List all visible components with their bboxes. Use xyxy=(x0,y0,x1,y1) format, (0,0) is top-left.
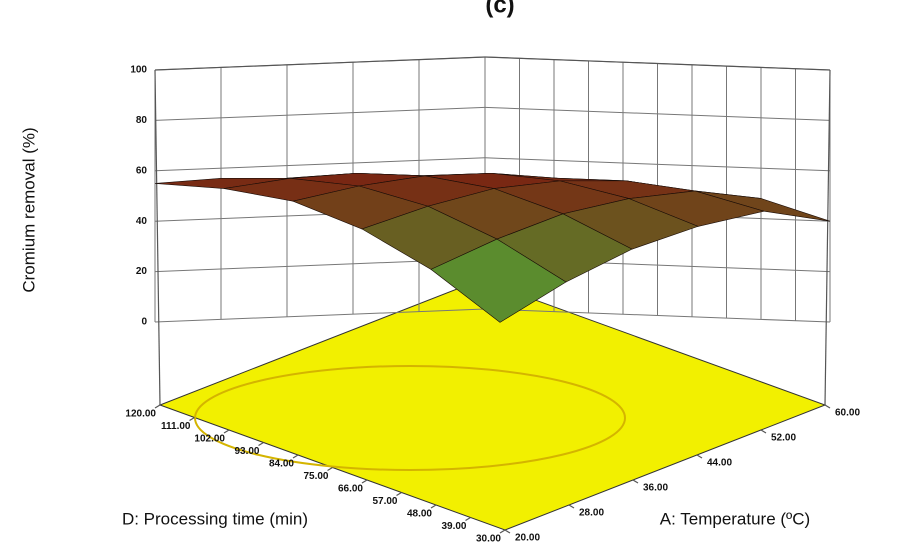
x-tick-label: 36.00 xyxy=(643,483,668,494)
tick-mark xyxy=(499,529,506,534)
tick-mark xyxy=(824,404,831,409)
box-edge xyxy=(154,69,161,406)
z-tick-label: 20 xyxy=(136,266,148,277)
surface-cell xyxy=(430,238,567,323)
x-axis-label: A: Temperature (ºC) xyxy=(660,509,810,528)
z-tick-label: 0 xyxy=(141,317,147,328)
y-tick-label: 30.00 xyxy=(476,534,501,545)
tick-mark xyxy=(258,441,264,447)
tick-mark xyxy=(361,479,368,484)
grid-line xyxy=(154,106,486,121)
chart-title: (c) xyxy=(485,0,514,18)
box-edge xyxy=(484,56,831,71)
grid-line xyxy=(154,308,486,323)
tick-mark xyxy=(696,454,703,459)
grid-line xyxy=(154,157,486,172)
y-axis-label: D: Processing time (min) xyxy=(122,509,308,528)
y-tick-label: 93.00 xyxy=(234,446,259,457)
tick-mark xyxy=(760,429,767,434)
y-tick-label: 66.00 xyxy=(338,484,363,495)
y-tick-label: 111.00 xyxy=(161,421,191,432)
x-tick-label: 20.00 xyxy=(515,533,540,544)
tick-mark xyxy=(223,429,230,434)
tick-mark xyxy=(189,416,195,422)
tick-mark xyxy=(632,479,639,484)
x-tick-label: 28.00 xyxy=(579,508,604,519)
x-tick-label: 44.00 xyxy=(707,458,732,469)
floor-contour xyxy=(194,365,626,471)
tick-mark xyxy=(568,504,575,509)
x-tick-label: 60.00 xyxy=(835,408,860,419)
y-tick-label: 120.00 xyxy=(125,409,156,420)
box-edge xyxy=(154,56,486,71)
tick-mark xyxy=(154,404,161,409)
tick-mark xyxy=(292,454,299,459)
y-tick-label: 84.00 xyxy=(269,459,294,470)
y-tick-label: 57.00 xyxy=(372,496,397,507)
y-tick-label: 102.00 xyxy=(194,434,225,445)
tick-mark xyxy=(465,516,471,522)
x-tick-label: 52.00 xyxy=(771,433,796,444)
y-tick-label: 48.00 xyxy=(407,509,432,520)
z-tick-label: 40 xyxy=(136,216,148,227)
z-axis-label: Cromium removal (%) xyxy=(19,127,38,292)
z-tick-label: 100 xyxy=(130,65,147,76)
y-tick-label: 39.00 xyxy=(441,521,466,532)
y-tick-label: 75.00 xyxy=(303,471,328,482)
z-tick-label: 80 xyxy=(136,115,148,126)
z-tick-label: 60 xyxy=(136,165,148,176)
tick-mark xyxy=(504,529,511,534)
tick-mark xyxy=(396,491,402,497)
tick-mark xyxy=(327,466,333,472)
box-edge xyxy=(824,69,831,406)
tick-mark xyxy=(430,504,437,509)
